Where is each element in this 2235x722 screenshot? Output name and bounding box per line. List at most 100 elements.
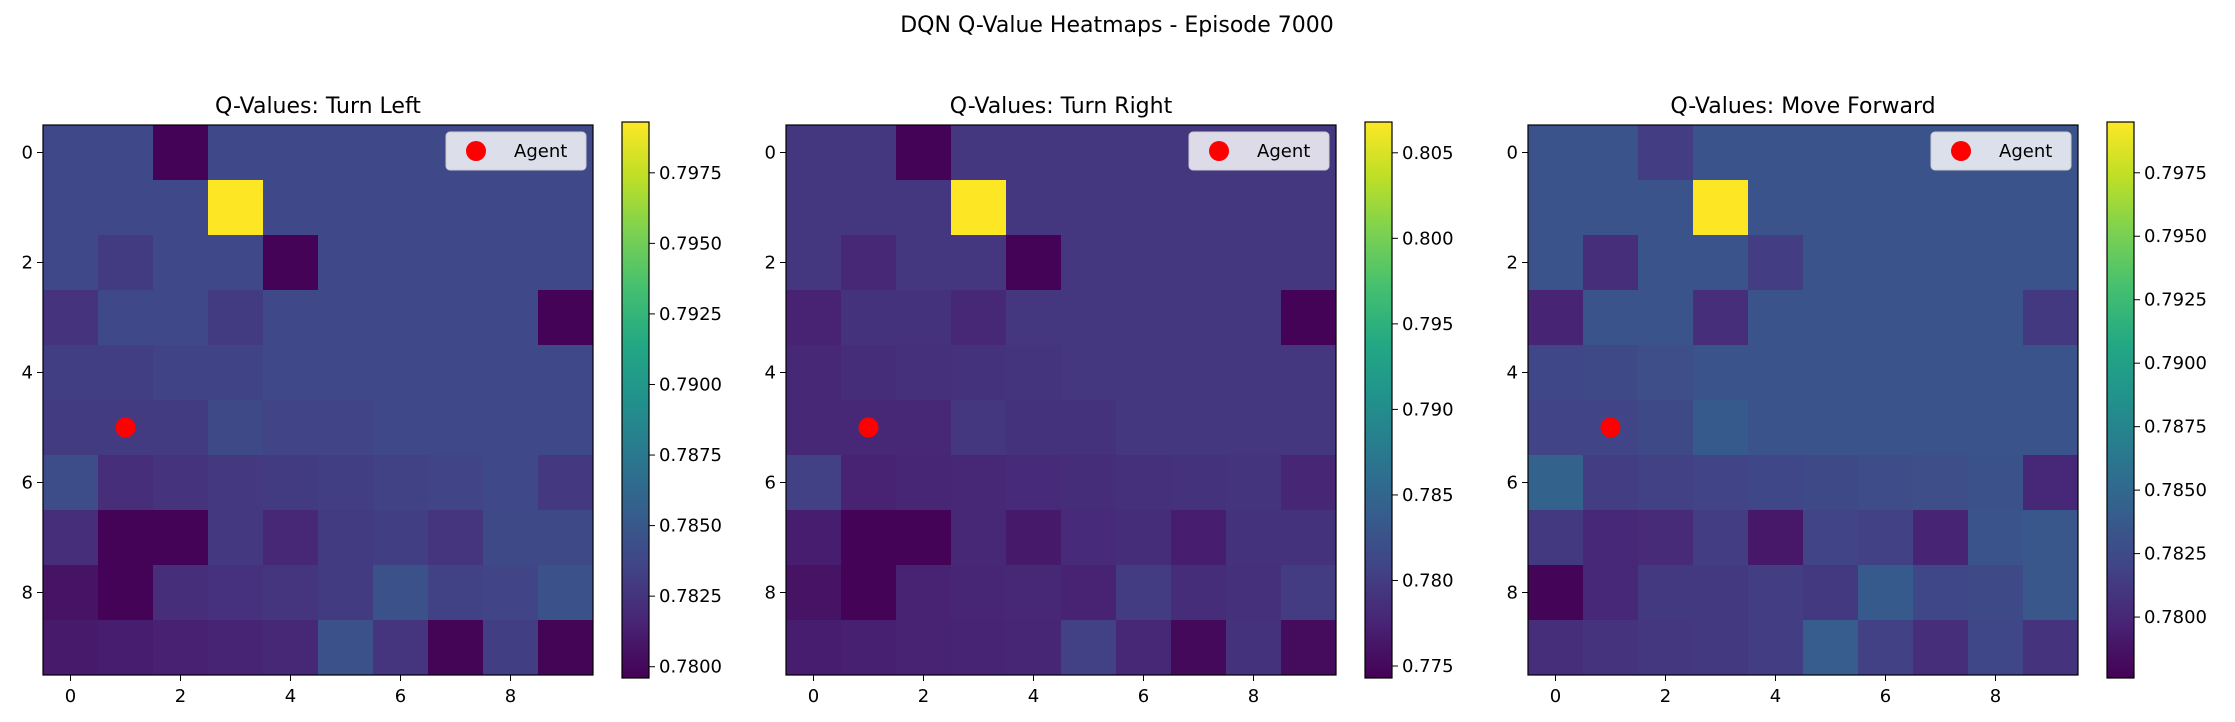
heatmap-cell: [1061, 400, 1117, 456]
heatmap-cell: [98, 565, 154, 621]
heatmap-cell: [1061, 290, 1117, 346]
x-tick-label: 0: [1550, 686, 1561, 707]
heatmap-cell: [2023, 510, 2079, 566]
heatmap-cell: [483, 345, 539, 401]
legend: Agent: [445, 131, 587, 171]
heatmap-cell: [1638, 455, 1694, 511]
heatmap-cell: [538, 510, 594, 566]
heatmap-cell: [2023, 235, 2079, 291]
heatmap-cell: [428, 510, 484, 566]
heatmap-cell: [1638, 620, 1694, 676]
y-tick-label: 8: [765, 583, 776, 604]
heatmap-cell: [1226, 510, 1282, 566]
legend-agent-marker: [1951, 141, 1971, 161]
heatmap-cell: [1006, 565, 1062, 621]
heatmap-cell: [896, 290, 952, 346]
heatmap-cell: [538, 180, 594, 236]
heatmap-cell: [2023, 565, 2079, 621]
heatmap-cell: [153, 125, 209, 181]
heatmap-cell: [538, 565, 594, 621]
heatmap-cell: [1061, 125, 1117, 181]
heatmap-cell: [1061, 235, 1117, 291]
heatmap-cell: [1528, 290, 1584, 346]
y-tick-label: 8: [1507, 583, 1518, 604]
heatmap-cell: [428, 565, 484, 621]
heatmap-cell: [1116, 400, 1172, 456]
heatmap-cell: [483, 290, 539, 346]
heatmap-cell: [318, 235, 374, 291]
x-tick-label: 2: [175, 686, 186, 707]
heatmap-cell: [483, 180, 539, 236]
legend-box: [445, 131, 587, 171]
heatmap-cell: [951, 345, 1007, 401]
colorbar-tick-label: 0.785: [1402, 485, 1454, 506]
heatmap-cell: [786, 235, 842, 291]
heatmap-cell: [1226, 400, 1282, 456]
heatmap-cell: [896, 235, 952, 291]
legend-agent-marker: [466, 141, 486, 161]
heatmap-cell: [1281, 235, 1337, 291]
heatmap-cell: [1638, 180, 1694, 236]
y-tick-label: 2: [765, 253, 776, 274]
x-tick-label: 4: [1028, 686, 1039, 707]
x-tick-label: 2: [1660, 686, 1671, 707]
heatmap-cell: [43, 455, 99, 511]
heatmap-cell: [1803, 125, 1859, 181]
heatmap-cell: [1116, 180, 1172, 236]
heatmap-cell: [483, 235, 539, 291]
heatmap-cell: [1281, 345, 1337, 401]
x-tick-label: 6: [1138, 686, 1149, 707]
heatmap-cell: [1116, 125, 1172, 181]
legend: Agent: [1188, 131, 1330, 171]
heatmap-cell: [208, 510, 264, 566]
colorbar: [1364, 121, 1393, 679]
colorbar-tick-label: 0.7875: [2144, 417, 2207, 438]
x-tick-label: 6: [1880, 686, 1891, 707]
heatmap-cell: [153, 180, 209, 236]
x-tick-label: 8: [505, 686, 516, 707]
heatmap-cell: [1006, 455, 1062, 511]
heatmap-cell: [1061, 345, 1117, 401]
colorbar-tick-label: 0.7950: [2144, 226, 2207, 247]
heatmap-cell: [1638, 400, 1694, 456]
heatmap-cell: [1748, 510, 1804, 566]
heatmap-cell: [1226, 235, 1282, 291]
heatmap-cell: [483, 400, 539, 456]
heatmap-cell: [1528, 400, 1584, 456]
heatmap-cell: [896, 180, 952, 236]
heatmap-cell: [43, 565, 99, 621]
heatmap-cell: [1061, 620, 1117, 676]
heatmap-cell: [1858, 620, 1914, 676]
heatmap-cell: [1171, 455, 1227, 511]
heatmap-cell: [153, 235, 209, 291]
heatmap-cell: [263, 565, 319, 621]
heatmap-cell: [786, 620, 842, 676]
heatmap-cell: [98, 345, 154, 401]
colorbar-tick-label: 0.7825: [2144, 544, 2207, 565]
x-tick-label: 4: [285, 686, 296, 707]
heatmap-cell: [1968, 235, 2024, 291]
heatmap-cell: [263, 455, 319, 511]
y-tick-label: 2: [22, 253, 33, 274]
heatmap-cell: [208, 620, 264, 676]
legend-box: [1930, 131, 2072, 171]
colorbar-tick-label: 0.7925: [659, 304, 722, 325]
colorbar-tick-label: 0.7900: [659, 374, 722, 395]
heatmap-cell: [951, 510, 1007, 566]
heatmap-cell: [1116, 235, 1172, 291]
heatmap-cell: [318, 620, 374, 676]
x-tick-label: 4: [1770, 686, 1781, 707]
heatmap-cell: [98, 455, 154, 511]
heatmap-cell: [153, 565, 209, 621]
heatmap-cell: [373, 345, 429, 401]
heatmap-cell: [896, 345, 952, 401]
heatmap-cell: [1968, 345, 2024, 401]
heatmap-cell: [373, 455, 429, 511]
heatmap-cell: [1006, 345, 1062, 401]
heatmap-cell: [2023, 620, 2079, 676]
heatmap-cell: [1006, 180, 1062, 236]
heatmap-cell: [951, 455, 1007, 511]
heatmap-cell: [2023, 180, 2079, 236]
heatmap-cell: [1583, 125, 1639, 181]
heatmap-cell: [538, 345, 594, 401]
